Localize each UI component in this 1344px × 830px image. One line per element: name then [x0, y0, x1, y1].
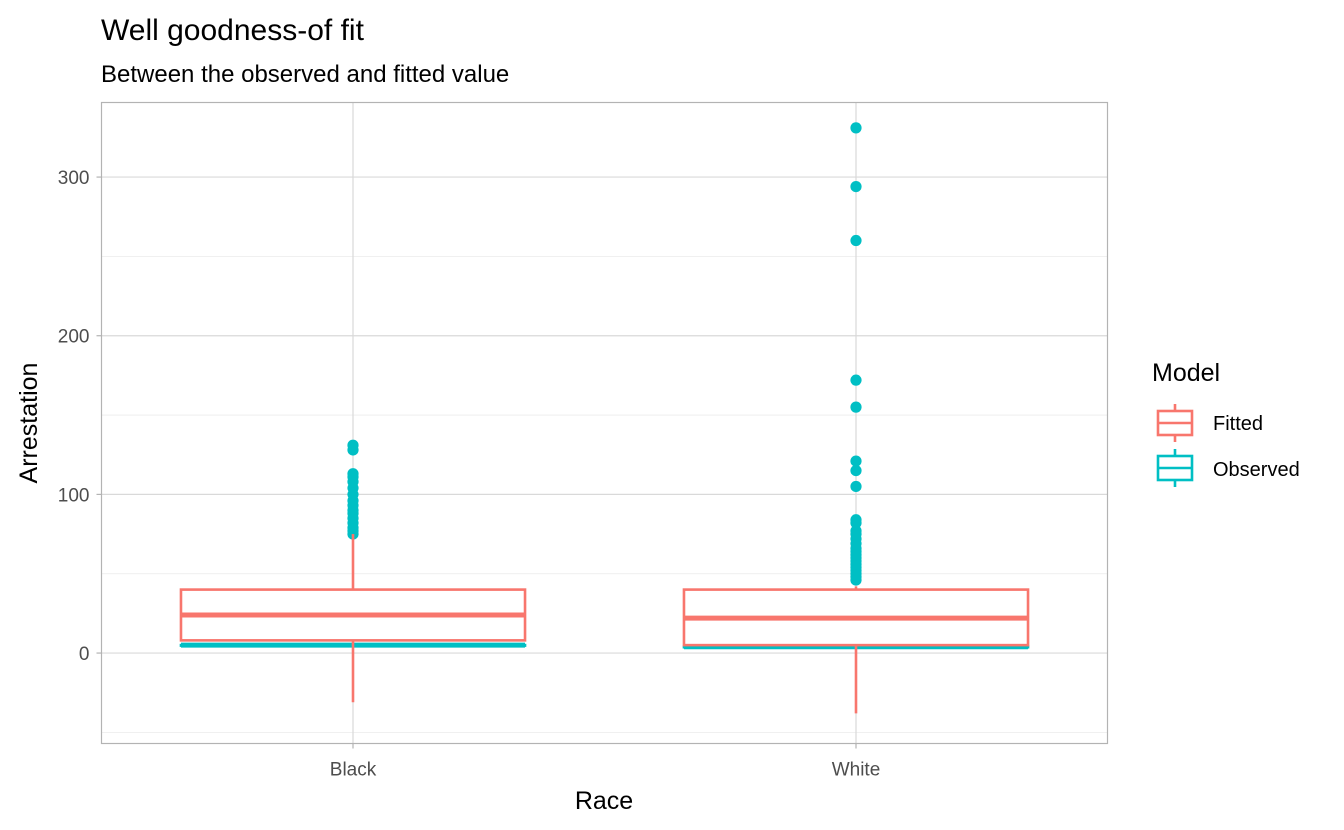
y-tick-label: 300: [58, 168, 90, 189]
observed-outlier-point: [850, 464, 862, 477]
legend-title: Model: [1152, 359, 1220, 387]
y-tick-label: 0: [79, 644, 90, 665]
y-axis-title: Arrestation: [15, 363, 43, 484]
observed-outlier-point: [347, 439, 359, 451]
observed-outlier-point: [347, 468, 359, 480]
observed-outlier-point: [850, 234, 862, 247]
axis-layer: 0 100 200 300 Black White: [58, 168, 880, 780]
x-tick-label: Black: [330, 760, 377, 781]
y-tick-label: 200: [58, 327, 90, 348]
marks-layer: [179, 122, 1030, 714]
plot-border: [100, 101, 1109, 745]
observed-outlier-point: [850, 480, 862, 493]
fitted-box-white: [682, 586, 1030, 714]
legend-label-observed[interactable]: Observed: [1213, 459, 1300, 481]
observed-outlier-point: [850, 455, 862, 467]
observed-outlier-point: [850, 514, 862, 526]
observed-outlier-point: [850, 180, 862, 193]
legend-keys: [1156, 404, 1194, 487]
observed-outlier-point: [850, 122, 862, 134]
chart-title: Well goodness-of fit: [101, 14, 365, 47]
observed-outlier-point: [850, 374, 862, 386]
legend: Model Fitted Observed: [1152, 359, 1300, 487]
legend-label-fitted[interactable]: Fitted: [1213, 413, 1263, 435]
x-axis-title: Race: [575, 787, 633, 815]
chart-subtitle: Between the observed and fitted value: [101, 61, 509, 88]
observed-outlier-point: [850, 525, 862, 537]
fitted-box-black: [179, 534, 527, 703]
y-tick-label: 100: [58, 485, 90, 506]
x-tick-label: White: [832, 760, 881, 781]
observed-outlier-point: [850, 401, 862, 413]
